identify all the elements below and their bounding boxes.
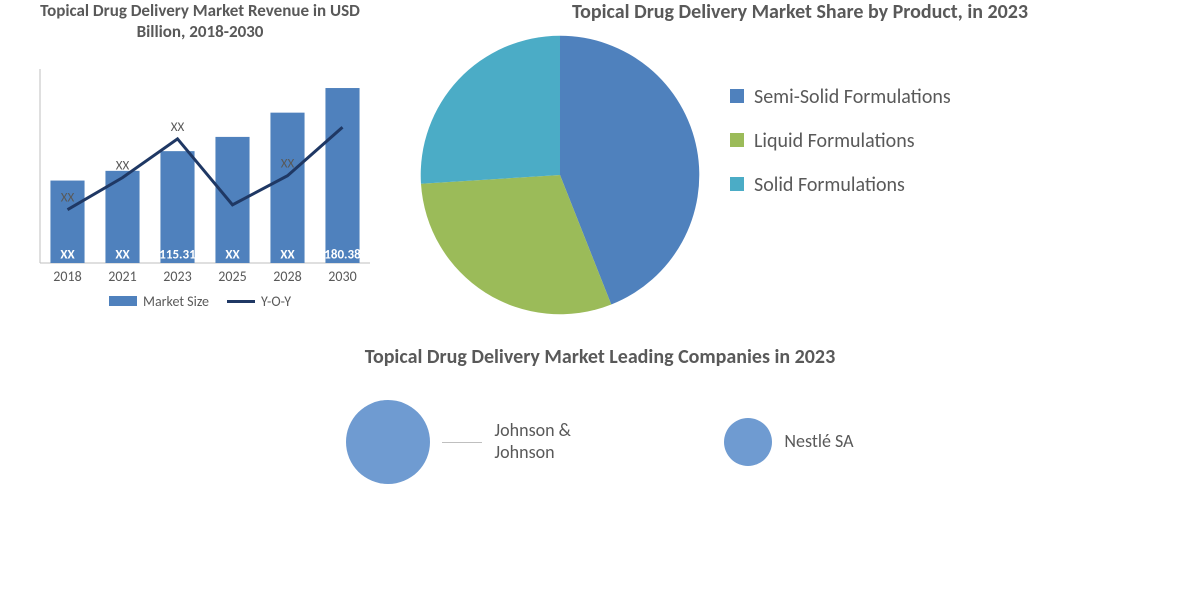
companies-title: Topical Drug Delivery Market Leading Com… (0, 345, 1200, 370)
pie-legend-label-2: Solid Formulations (754, 173, 905, 197)
legend-market-size-label: Market Size (143, 293, 209, 310)
pie-legend-item-2: Solid Formulations (730, 173, 1190, 197)
pie-legend-swatch-1 (730, 133, 744, 147)
revenue-chart-svg: XX 2018 XX XX 2021 XX 115.31 2023 XX XX 2025 XX 2028… (20, 49, 380, 289)
company-label-0: Johnson & Johnson (494, 420, 634, 463)
revenue-chart-plot: XX 2018 XX XX 2021 XX 115.31 2023 XX XX 2025 XX 2028… (20, 49, 380, 289)
company-bubble-1: Nestlé SA (724, 418, 853, 466)
pie-chart-panel: Topical Drug Delivery Market Share by Pr… (400, 0, 1200, 325)
company-bubble-0: Johnson & Johnson (346, 400, 634, 484)
svg-text:2023: 2023 (163, 268, 191, 285)
pie-legend-swatch-2 (730, 177, 744, 191)
pie-legend-swatch-0 (730, 89, 744, 103)
svg-text:XX: XX (280, 247, 295, 262)
svg-text:XX: XX (61, 190, 75, 205)
svg-text:2030: 2030 (328, 268, 356, 285)
legend-swatch-line (227, 300, 255, 303)
legend-yoy-label: Y-O-Y (261, 293, 291, 310)
svg-text:XX: XX (115, 247, 130, 262)
bar-2030 (325, 88, 359, 263)
svg-text:2018: 2018 (53, 268, 81, 285)
pie-slice-2 (421, 36, 560, 184)
companies-bubble-row: Johnson & Johnson Nestlé SA (0, 400, 1200, 484)
svg-text:XX: XX (225, 247, 240, 262)
svg-text:2021: 2021 (108, 268, 136, 285)
svg-text:XX: XX (116, 158, 130, 173)
company-label-1: Nestlé SA (784, 431, 853, 453)
revenue-chart-title: Topical Drug Delivery Market Revenue in … (20, 0, 380, 43)
pie-chart-title: Topical Drug Delivery Market Share by Pr… (410, 0, 1190, 25)
revenue-chart-panel: Topical Drug Delivery Market Revenue in … (0, 0, 400, 325)
legend-market-size: Market Size (109, 293, 209, 310)
legend-yoy: Y-O-Y (227, 293, 291, 310)
pie-legend-label-1: Liquid Formulations (754, 129, 915, 153)
svg-text:XX: XX (171, 119, 185, 134)
svg-text:115.31: 115.31 (159, 247, 196, 262)
pie-chart-svg (410, 25, 710, 325)
pie-legend-item-1: Liquid Formulations (730, 129, 1190, 153)
bubble-circle-1 (724, 418, 772, 466)
bar-2023 (160, 151, 194, 263)
svg-text:2025: 2025 (218, 268, 246, 285)
bar-2028 (270, 112, 304, 262)
revenue-chart-legend: Market Size Y-O-Y (20, 293, 380, 310)
legend-swatch-bar (109, 296, 137, 306)
bubble-circle-0 (346, 400, 430, 484)
pie-chart-legend: Semi-Solid Formulations Liquid Formulatio… (730, 25, 1190, 325)
svg-text:2028: 2028 (273, 268, 301, 285)
svg-text:XX: XX (60, 247, 75, 262)
pie-chart-plot (410, 25, 730, 325)
pie-legend-item-0: Semi-Solid Formulations (730, 85, 1190, 109)
pie-legend-label-0: Semi-Solid Formulations (754, 85, 951, 109)
svg-text:180.38: 180.38 (324, 247, 361, 262)
companies-panel: Topical Drug Delivery Market Leading Com… (0, 345, 1200, 484)
